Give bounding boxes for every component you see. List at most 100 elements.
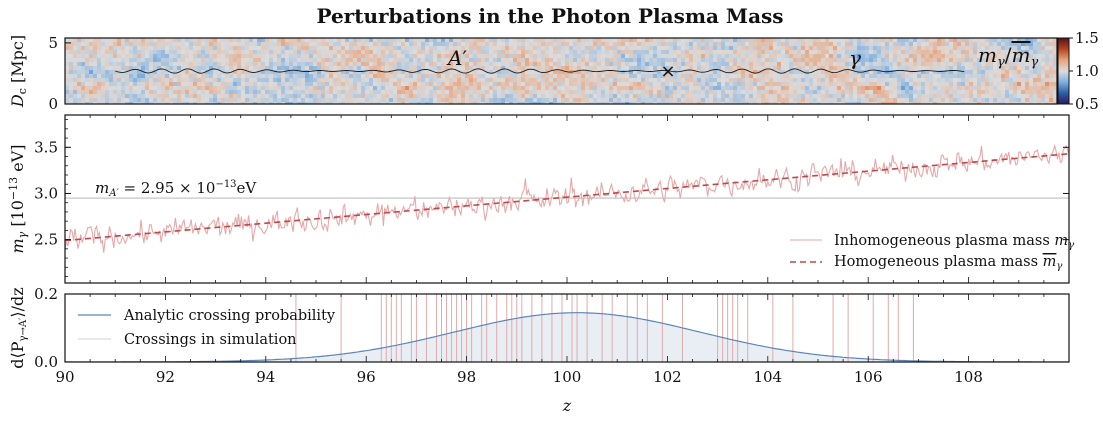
- density-cell: [297, 86, 301, 90]
- density-cell: [1001, 74, 1005, 78]
- density-cell: [997, 74, 1001, 78]
- density-cell: [973, 74, 977, 78]
- density-cell: [725, 94, 729, 98]
- density-cell: [825, 66, 829, 70]
- density-cell: [381, 86, 385, 90]
- density-cell: [449, 94, 453, 98]
- density-cell: [353, 66, 357, 70]
- density-cell: [293, 58, 297, 62]
- density-cell: [165, 94, 169, 98]
- density-cell: [957, 70, 961, 74]
- density-cell: [145, 66, 149, 70]
- density-cell: [661, 66, 665, 70]
- density-cell: [897, 58, 901, 62]
- density-cell: [997, 86, 1001, 90]
- density-cell: [917, 54, 921, 58]
- density-cell: [449, 90, 453, 94]
- density-cell: [105, 54, 109, 58]
- density-cell: [573, 86, 577, 90]
- density-cell: [733, 94, 737, 98]
- density-cell: [309, 86, 313, 90]
- density-cell: [565, 50, 569, 54]
- density-cell: [661, 78, 665, 82]
- density-cell: [1013, 38, 1017, 42]
- density-cell: [465, 66, 469, 70]
- density-cell: [753, 74, 757, 78]
- density-cell: [597, 94, 601, 98]
- density-cell: [765, 102, 769, 104]
- density-cell: [705, 62, 709, 66]
- density-cell: [825, 86, 829, 90]
- density-cell: [965, 98, 969, 102]
- density-cell: [625, 58, 629, 62]
- density-cell: [73, 86, 77, 90]
- density-cell: [97, 94, 101, 98]
- density-cell: [977, 54, 981, 58]
- density-cell: [301, 66, 305, 70]
- density-cell: [1049, 90, 1053, 94]
- density-cell: [965, 102, 969, 104]
- plasma-mass-panel: 2.53.03.5 mA′ = 2.95 × 10−13eV mγ [10−13…: [7, 114, 1074, 284]
- density-cell: [549, 102, 553, 104]
- density-cell: [869, 102, 873, 104]
- density-cell: [173, 58, 177, 62]
- density-cell: [621, 62, 625, 66]
- density-cell: [401, 54, 405, 58]
- density-cell: [321, 86, 325, 90]
- density-cell: [273, 42, 277, 46]
- density-cell: [645, 70, 649, 74]
- density-cell: [877, 42, 881, 46]
- density-cell: [813, 38, 817, 42]
- density-cell: [337, 90, 341, 94]
- density-cell: [557, 62, 561, 66]
- density-cell: [609, 70, 613, 74]
- density-cell: [709, 74, 713, 78]
- density-cell: [513, 94, 517, 98]
- density-cell: [121, 42, 125, 46]
- density-cell: [517, 62, 521, 66]
- density-cell: [881, 78, 885, 82]
- density-cell: [625, 86, 629, 90]
- density-cell: [177, 42, 181, 46]
- density-cell: [213, 94, 217, 98]
- density-cell: [809, 78, 813, 82]
- density-cell: [685, 38, 689, 42]
- density-cell: [837, 50, 841, 54]
- density-cell: [109, 98, 113, 102]
- density-cell: [177, 94, 181, 98]
- density-cell: [317, 42, 321, 46]
- density-cell: [509, 70, 513, 74]
- density-cell: [1053, 42, 1057, 46]
- density-cell: [441, 82, 445, 86]
- density-cell: [1041, 54, 1045, 58]
- density-cell: [77, 46, 81, 50]
- density-cell: [629, 62, 633, 66]
- density-cell: [961, 66, 965, 70]
- density-cell: [1037, 86, 1041, 90]
- density-cell: [333, 62, 337, 66]
- density-cell: [277, 54, 281, 58]
- density-cell: [449, 74, 453, 78]
- density-cell: [361, 62, 365, 66]
- density-cell: [849, 98, 853, 102]
- density-cell: [701, 98, 705, 102]
- density-cell: [805, 62, 809, 66]
- dark-photon-label: A′: [446, 46, 467, 70]
- density-cell: [1029, 90, 1033, 94]
- density-cell: [381, 74, 385, 78]
- density-cell: [869, 66, 873, 70]
- density-cell: [93, 38, 97, 42]
- density-cell: [809, 98, 813, 102]
- density-cell: [405, 102, 409, 104]
- density-cell: [373, 74, 377, 78]
- density-cell: [417, 50, 421, 54]
- density-cell: [953, 66, 957, 70]
- density-cell: [705, 90, 709, 94]
- density-cell: [377, 90, 381, 94]
- density-cell: [485, 38, 489, 42]
- density-cell: [357, 74, 361, 78]
- density-cell: [81, 74, 85, 78]
- density-cell: [753, 58, 757, 62]
- density-cell: [141, 74, 145, 78]
- density-cell: [717, 90, 721, 94]
